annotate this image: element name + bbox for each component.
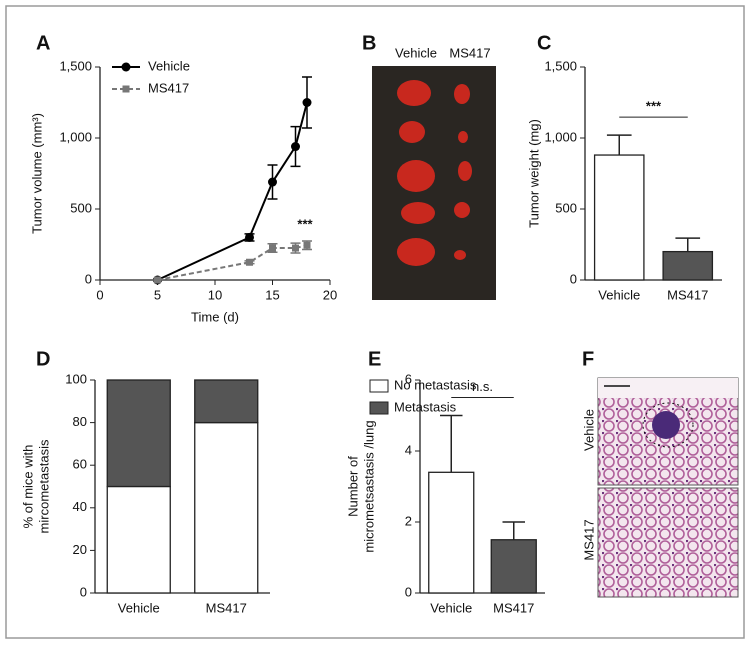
marker <box>268 177 277 187</box>
y-tick-label: 40 <box>73 499 87 514</box>
marker <box>291 142 300 152</box>
bar-segment <box>106 379 171 488</box>
y-tick-label: 2 <box>405 513 412 528</box>
annotation: n.s. <box>472 379 493 394</box>
y-tick-label: 500 <box>555 200 577 215</box>
y-tick-label: 20 <box>73 542 87 557</box>
legend-swatch <box>369 379 389 393</box>
x-tick-label: MS417 <box>206 600 247 615</box>
y-tick-label: 0 <box>85 271 92 286</box>
x-tick-label: Vehicle <box>430 600 472 615</box>
y-tick-label: 0 <box>570 271 577 286</box>
row-label: Vehicle <box>581 409 596 451</box>
y-tick-label: 1,500 <box>544 58 577 73</box>
legend-label: Metastasis <box>394 399 457 414</box>
bar-segment <box>194 421 259 594</box>
panel-label: E <box>368 348 381 370</box>
bar <box>490 539 537 594</box>
marker <box>154 276 161 284</box>
y-tick-label: 4 <box>405 442 412 457</box>
bar <box>428 471 475 594</box>
marker <box>246 258 253 266</box>
column-label: MS417 <box>449 45 490 60</box>
panel-label: F <box>582 348 594 370</box>
x-tick-label: Vehicle <box>118 600 160 615</box>
y-tick-label: 1,000 <box>544 129 577 144</box>
bar-segment <box>194 379 259 424</box>
marker <box>303 241 311 249</box>
legend-label: MS417 <box>148 80 189 95</box>
y-tick-label: 0 <box>405 584 412 599</box>
row-label: MS417 <box>581 519 596 560</box>
marker <box>269 244 276 252</box>
y-axis-label: Tumor weight (mg) <box>526 119 541 228</box>
x-tick-label: 15 <box>265 287 279 302</box>
panel-label: A <box>36 32 50 54</box>
x-tick-label: 5 <box>154 287 161 302</box>
legend-marker <box>122 85 130 93</box>
marker <box>292 244 299 252</box>
legend-label: Vehicle <box>148 58 190 73</box>
y-tick-label: 0 <box>80 584 87 599</box>
error-bar <box>606 134 632 156</box>
x-tick-label: 10 <box>208 287 222 302</box>
y-tick-label: 1,500 <box>59 58 92 73</box>
legend-label: No metastasis <box>394 377 477 392</box>
column-label: Vehicle <box>395 45 437 60</box>
legend-swatch <box>369 401 389 415</box>
x-tick-label: 0 <box>96 287 103 302</box>
tumor-photo <box>372 66 496 300</box>
panel-label: D <box>36 348 50 370</box>
bar <box>593 154 645 281</box>
y-tick-label: 1,000 <box>59 129 92 144</box>
legend-marker <box>121 62 131 72</box>
y-axis-label: % of mice with <box>20 445 35 529</box>
annotation: *** <box>297 216 313 231</box>
y-axis-label: micrometsastasis /lung <box>361 420 376 552</box>
y-axis-label: mircometastasis <box>36 439 51 533</box>
bar-segment <box>106 485 171 594</box>
x-tick-label: MS417 <box>667 287 708 302</box>
y-axis-label: Number of <box>345 456 360 517</box>
y-axis-label: Tumor volume (mm³) <box>29 113 44 234</box>
error-bar <box>502 521 525 540</box>
annotation: *** <box>646 99 662 114</box>
error-bar <box>440 414 463 473</box>
x-tick-label: Vehicle <box>598 287 640 302</box>
y-tick-label: 6 <box>405 371 412 386</box>
bar <box>662 250 714 281</box>
marker <box>245 232 254 242</box>
y-tick-label: 80 <box>73 414 87 429</box>
marker <box>302 98 312 107</box>
y-tick-label: 60 <box>73 457 87 472</box>
histology-image <box>597 377 739 598</box>
panel-label: C <box>537 32 551 54</box>
x-tick-label: 20 <box>323 287 337 302</box>
panel-label: B <box>362 32 376 54</box>
x-tick-label: MS417 <box>493 600 534 615</box>
x-axis-label: Time (d) <box>191 309 239 324</box>
y-tick-label: 100 <box>65 371 87 386</box>
error-bar <box>675 237 701 252</box>
y-tick-label: 500 <box>70 200 92 215</box>
